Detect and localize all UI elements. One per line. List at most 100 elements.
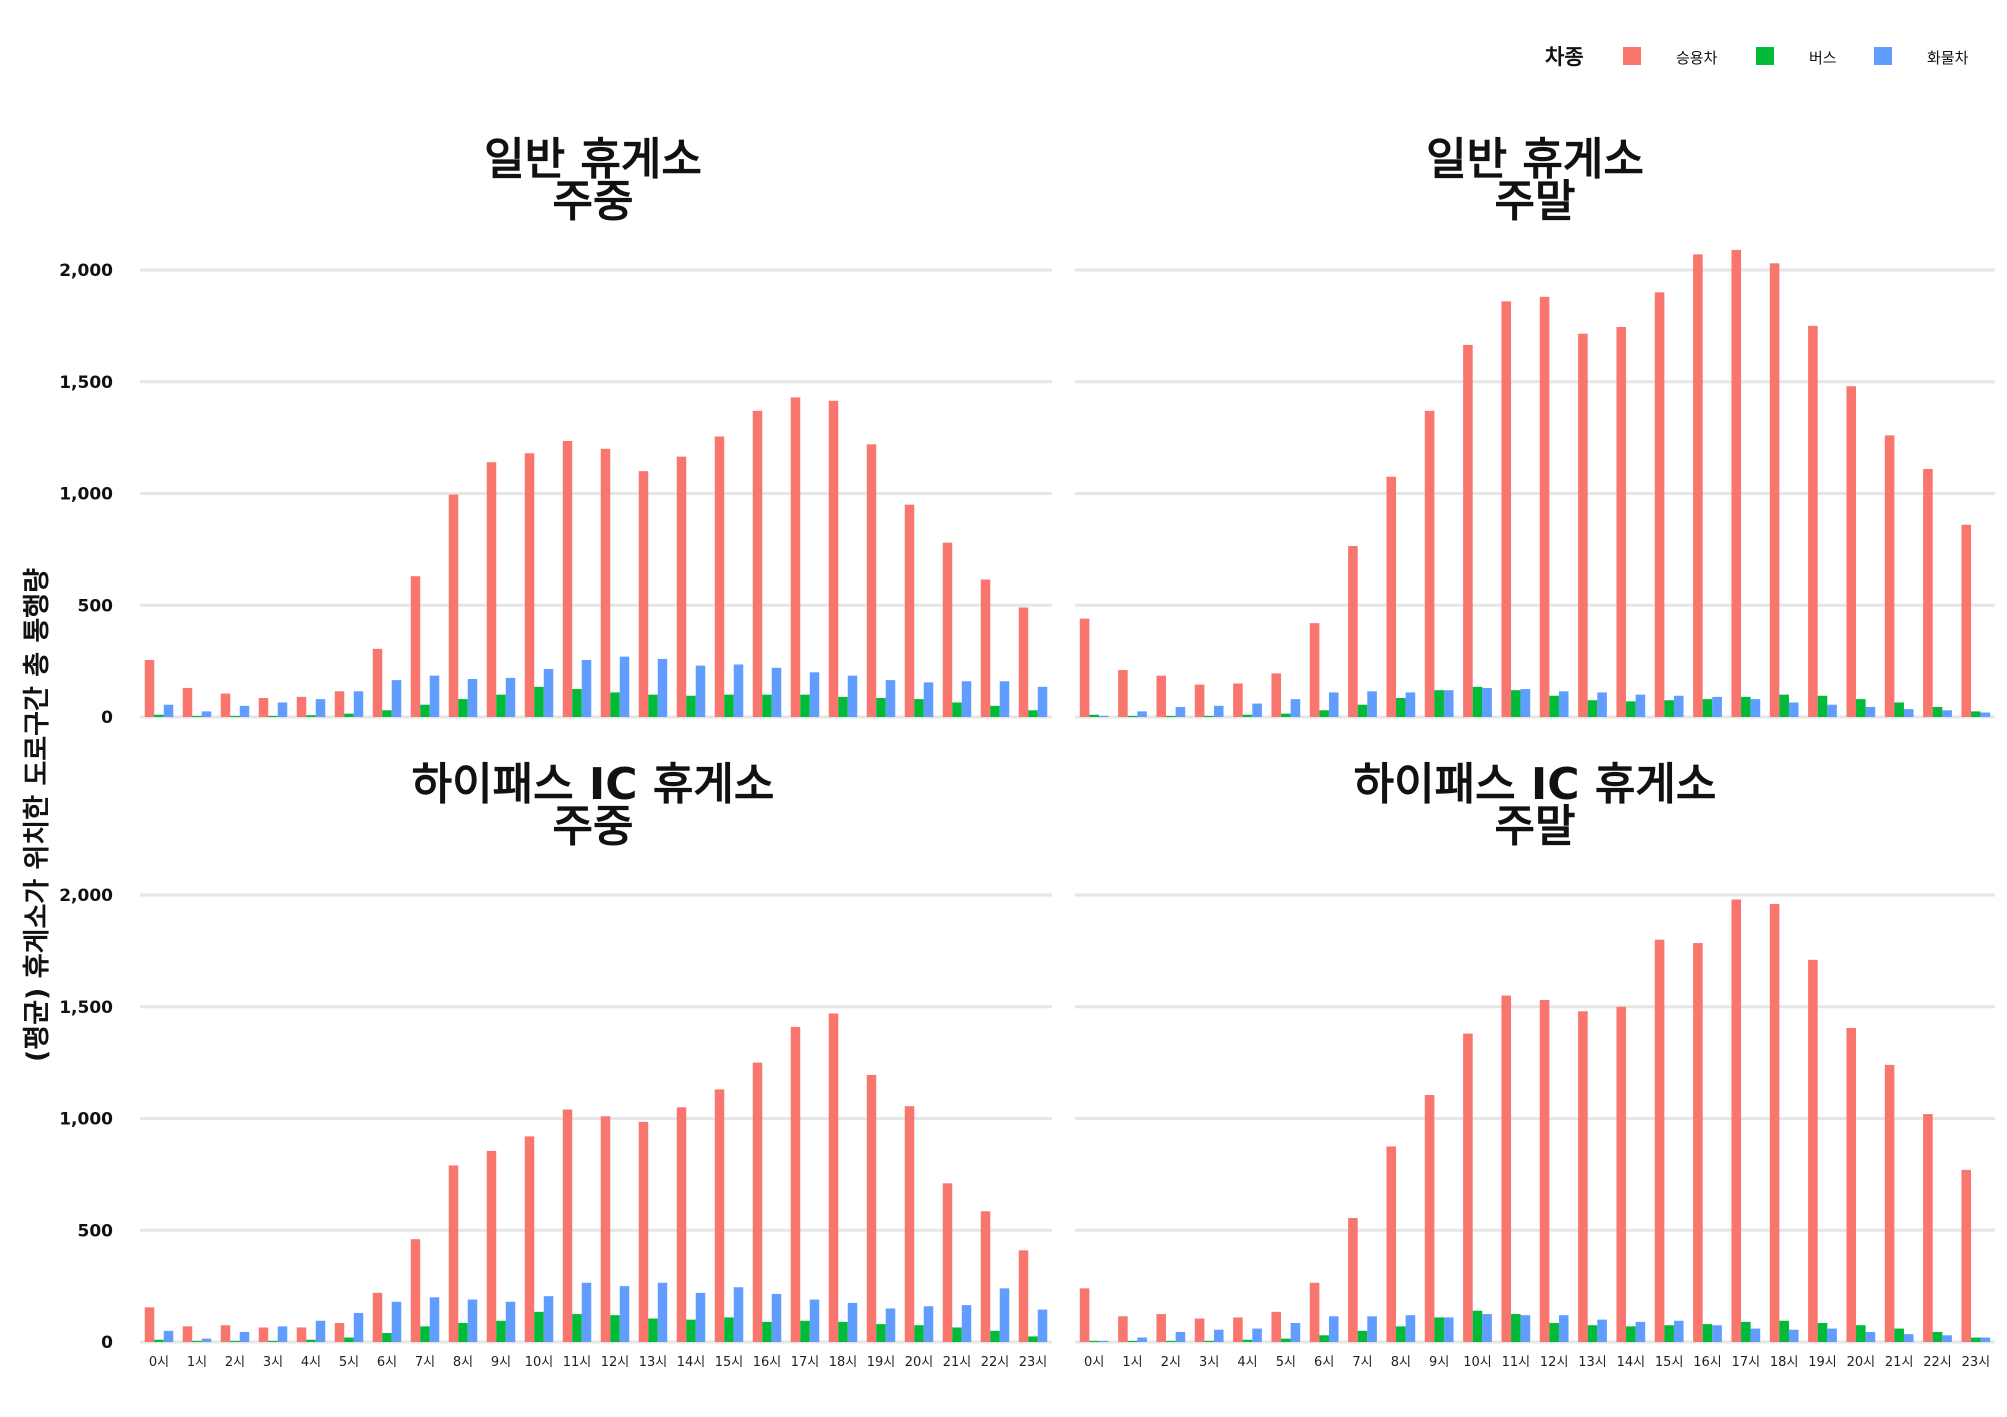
bar-bus [1741,1321,1751,1342]
bar-sedan [1271,1311,1282,1342]
x-tick-label: 6시 [1314,1355,1334,1370]
bar-sedan [1654,292,1665,717]
bar-bus [1626,701,1636,717]
x-tick-label: 19시 [867,1355,896,1370]
bar-bus [990,1330,1000,1342]
x-tick-label: 17시 [1732,1355,1761,1370]
bar-sedan [372,1292,383,1342]
bar-bus [1664,1325,1674,1342]
panel-title: 주중 [553,801,634,852]
bar-bus [192,1340,202,1342]
bar-truck [239,1331,250,1342]
bar-bus [534,1311,544,1342]
panel-title: 일반 휴게소 [1426,134,1644,185]
bar-bus [1089,714,1099,717]
bar-truck [1635,694,1646,717]
x-tick-label: 5시 [1276,1355,1296,1370]
bar-sedan [790,1026,801,1342]
bar-sedan [752,1062,763,1342]
bar-bus [1971,711,1981,717]
bar-bus [1664,700,1674,717]
bar-truck [695,1292,706,1342]
bar-bus [1817,695,1828,717]
bar-truck [1367,1316,1377,1342]
bar-bus [154,714,164,717]
bar-truck [809,1299,820,1342]
bar-sedan [1194,1318,1205,1342]
bar-bus [1028,1336,1038,1342]
panel-title: 하이패스 IC 휴게소 [412,759,775,810]
bar-sedan [1501,995,1512,1342]
bar-truck [1098,715,1109,717]
bar-sedan [1769,903,1780,1342]
bar-sedan [1578,1011,1588,1342]
bar-bus [1549,1323,1559,1342]
bar-sedan [942,1183,953,1342]
bar-bus [610,1315,620,1342]
x-tick-label: 13시 [1578,1355,1607,1370]
bar-sedan [1386,1146,1397,1342]
bar-bus [1242,714,1253,717]
bar-sedan [1194,684,1205,717]
bar-sedan [1846,1027,1857,1342]
bar-bus [1626,1326,1636,1342]
bar-truck [581,1282,592,1342]
bar-truck [315,1320,326,1342]
bar-truck [1037,686,1048,717]
bar-bus [686,1319,696,1342]
bar-truck [1903,1334,1914,1342]
x-tick-label: 23시 [1962,1355,1991,1370]
bar-bus [382,1333,392,1342]
bar-bus [1166,715,1176,717]
bar-bus [1127,715,1138,717]
bar-sedan [372,648,383,717]
bar-sedan [600,448,611,717]
bar-truck [923,682,934,717]
bar-sedan [1271,673,1282,717]
bar-truck [505,1301,516,1342]
bar-bus [914,1325,924,1342]
legend-swatch-sedan [1623,47,1641,65]
bar-bus [1779,694,1789,717]
x-tick-label: 23시 [1019,1355,1048,1370]
x-tick-label: 7시 [415,1355,435,1370]
bar-sedan [258,1327,269,1342]
bar-truck [1137,711,1147,717]
x-tick-label: 17시 [791,1355,820,1370]
bar-sedan [790,397,801,717]
bar-truck [1558,1315,1569,1342]
bar-truck [201,1338,212,1342]
bar-sedan [448,494,459,717]
bar-bus [952,702,962,717]
bar-truck [657,1282,668,1342]
bar-bus [1166,1340,1176,1342]
y-axis-label: (평균) 휴게소가 위치한 도로구간 총 통행량 [22,568,53,1062]
x-tick-label: 0시 [149,1355,169,1370]
bar-sedan [296,1327,307,1342]
y-tick-label: 0 [101,1333,113,1353]
bar-truck [885,1308,896,1342]
bar-truck [1175,706,1186,717]
bar-truck [1443,1317,1454,1342]
bar-sedan [334,691,345,717]
bar-truck [961,681,972,717]
bar-truck [1788,1329,1799,1342]
bar-truck [315,699,326,717]
legend-label-truck: 화물차 [1927,49,1969,67]
bar-sedan [1923,468,1933,717]
legend-swatch-truck [1874,47,1892,65]
bar-sedan [1616,1006,1627,1342]
bar-truck [1750,1328,1761,1342]
bar-truck [847,675,858,717]
bar-bus [1319,1335,1329,1342]
bar-bus [838,1321,848,1342]
bar-sedan [1539,1000,1550,1342]
x-tick-label: 1시 [1122,1355,1142,1370]
bar-truck [391,680,402,717]
x-tick-label: 9시 [491,1355,511,1370]
bar-bus [762,694,772,717]
bar-truck [1290,699,1301,717]
bar-truck [885,680,896,717]
